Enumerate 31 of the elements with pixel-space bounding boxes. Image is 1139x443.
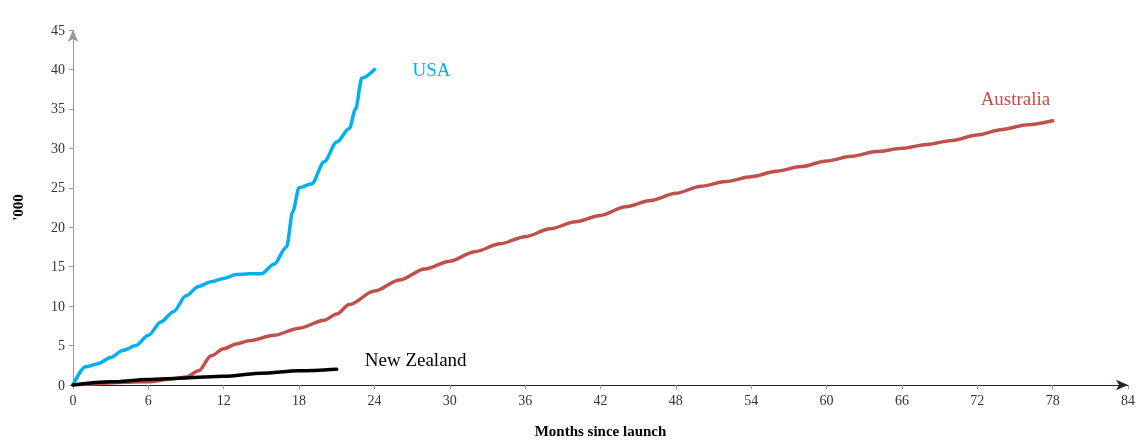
x-tick-label: 48 <box>668 392 683 408</box>
x-tick-label: 42 <box>593 392 608 408</box>
x-tick-label: 12 <box>216 392 231 408</box>
x-tick-label: 6 <box>144 392 152 408</box>
y-tick-label: 25 <box>51 180 65 196</box>
x-tick-label: 78 <box>1045 392 1060 408</box>
y-axis-title: '000 <box>9 194 26 221</box>
x-tick-label: 60 <box>819 392 834 408</box>
x-tick-label: 30 <box>442 392 457 408</box>
y-tick-label: 0 <box>58 377 65 393</box>
x-tick-label: 18 <box>292 392 307 408</box>
y-tick-label: 30 <box>51 140 65 156</box>
x-tick-label: 72 <box>970 392 985 408</box>
x-tick-label: 66 <box>894 392 909 408</box>
y-tick-label: 10 <box>51 298 65 314</box>
line-series <box>71 367 339 387</box>
series-label: New Zealand <box>364 348 468 370</box>
x-tick-label: 0 <box>69 392 77 408</box>
x-tick-label: 36 <box>518 392 533 408</box>
y-tick-label: 45 <box>51 22 65 38</box>
x-tick-label: 84 <box>1121 392 1135 408</box>
series-label: USA <box>412 58 451 80</box>
x-axis-title: Months since launch <box>534 422 667 439</box>
x-tick-label: 54 <box>744 392 759 408</box>
y-tick-label: 35 <box>51 101 65 117</box>
y-tick-label: 15 <box>51 259 65 275</box>
y-tick-label: 20 <box>51 219 65 235</box>
series-label: Australia <box>980 88 1051 110</box>
x-tick-label: 24 <box>367 392 382 408</box>
y-tick-label: 40 <box>51 61 65 77</box>
y-tick-label: 5 <box>58 338 65 354</box>
